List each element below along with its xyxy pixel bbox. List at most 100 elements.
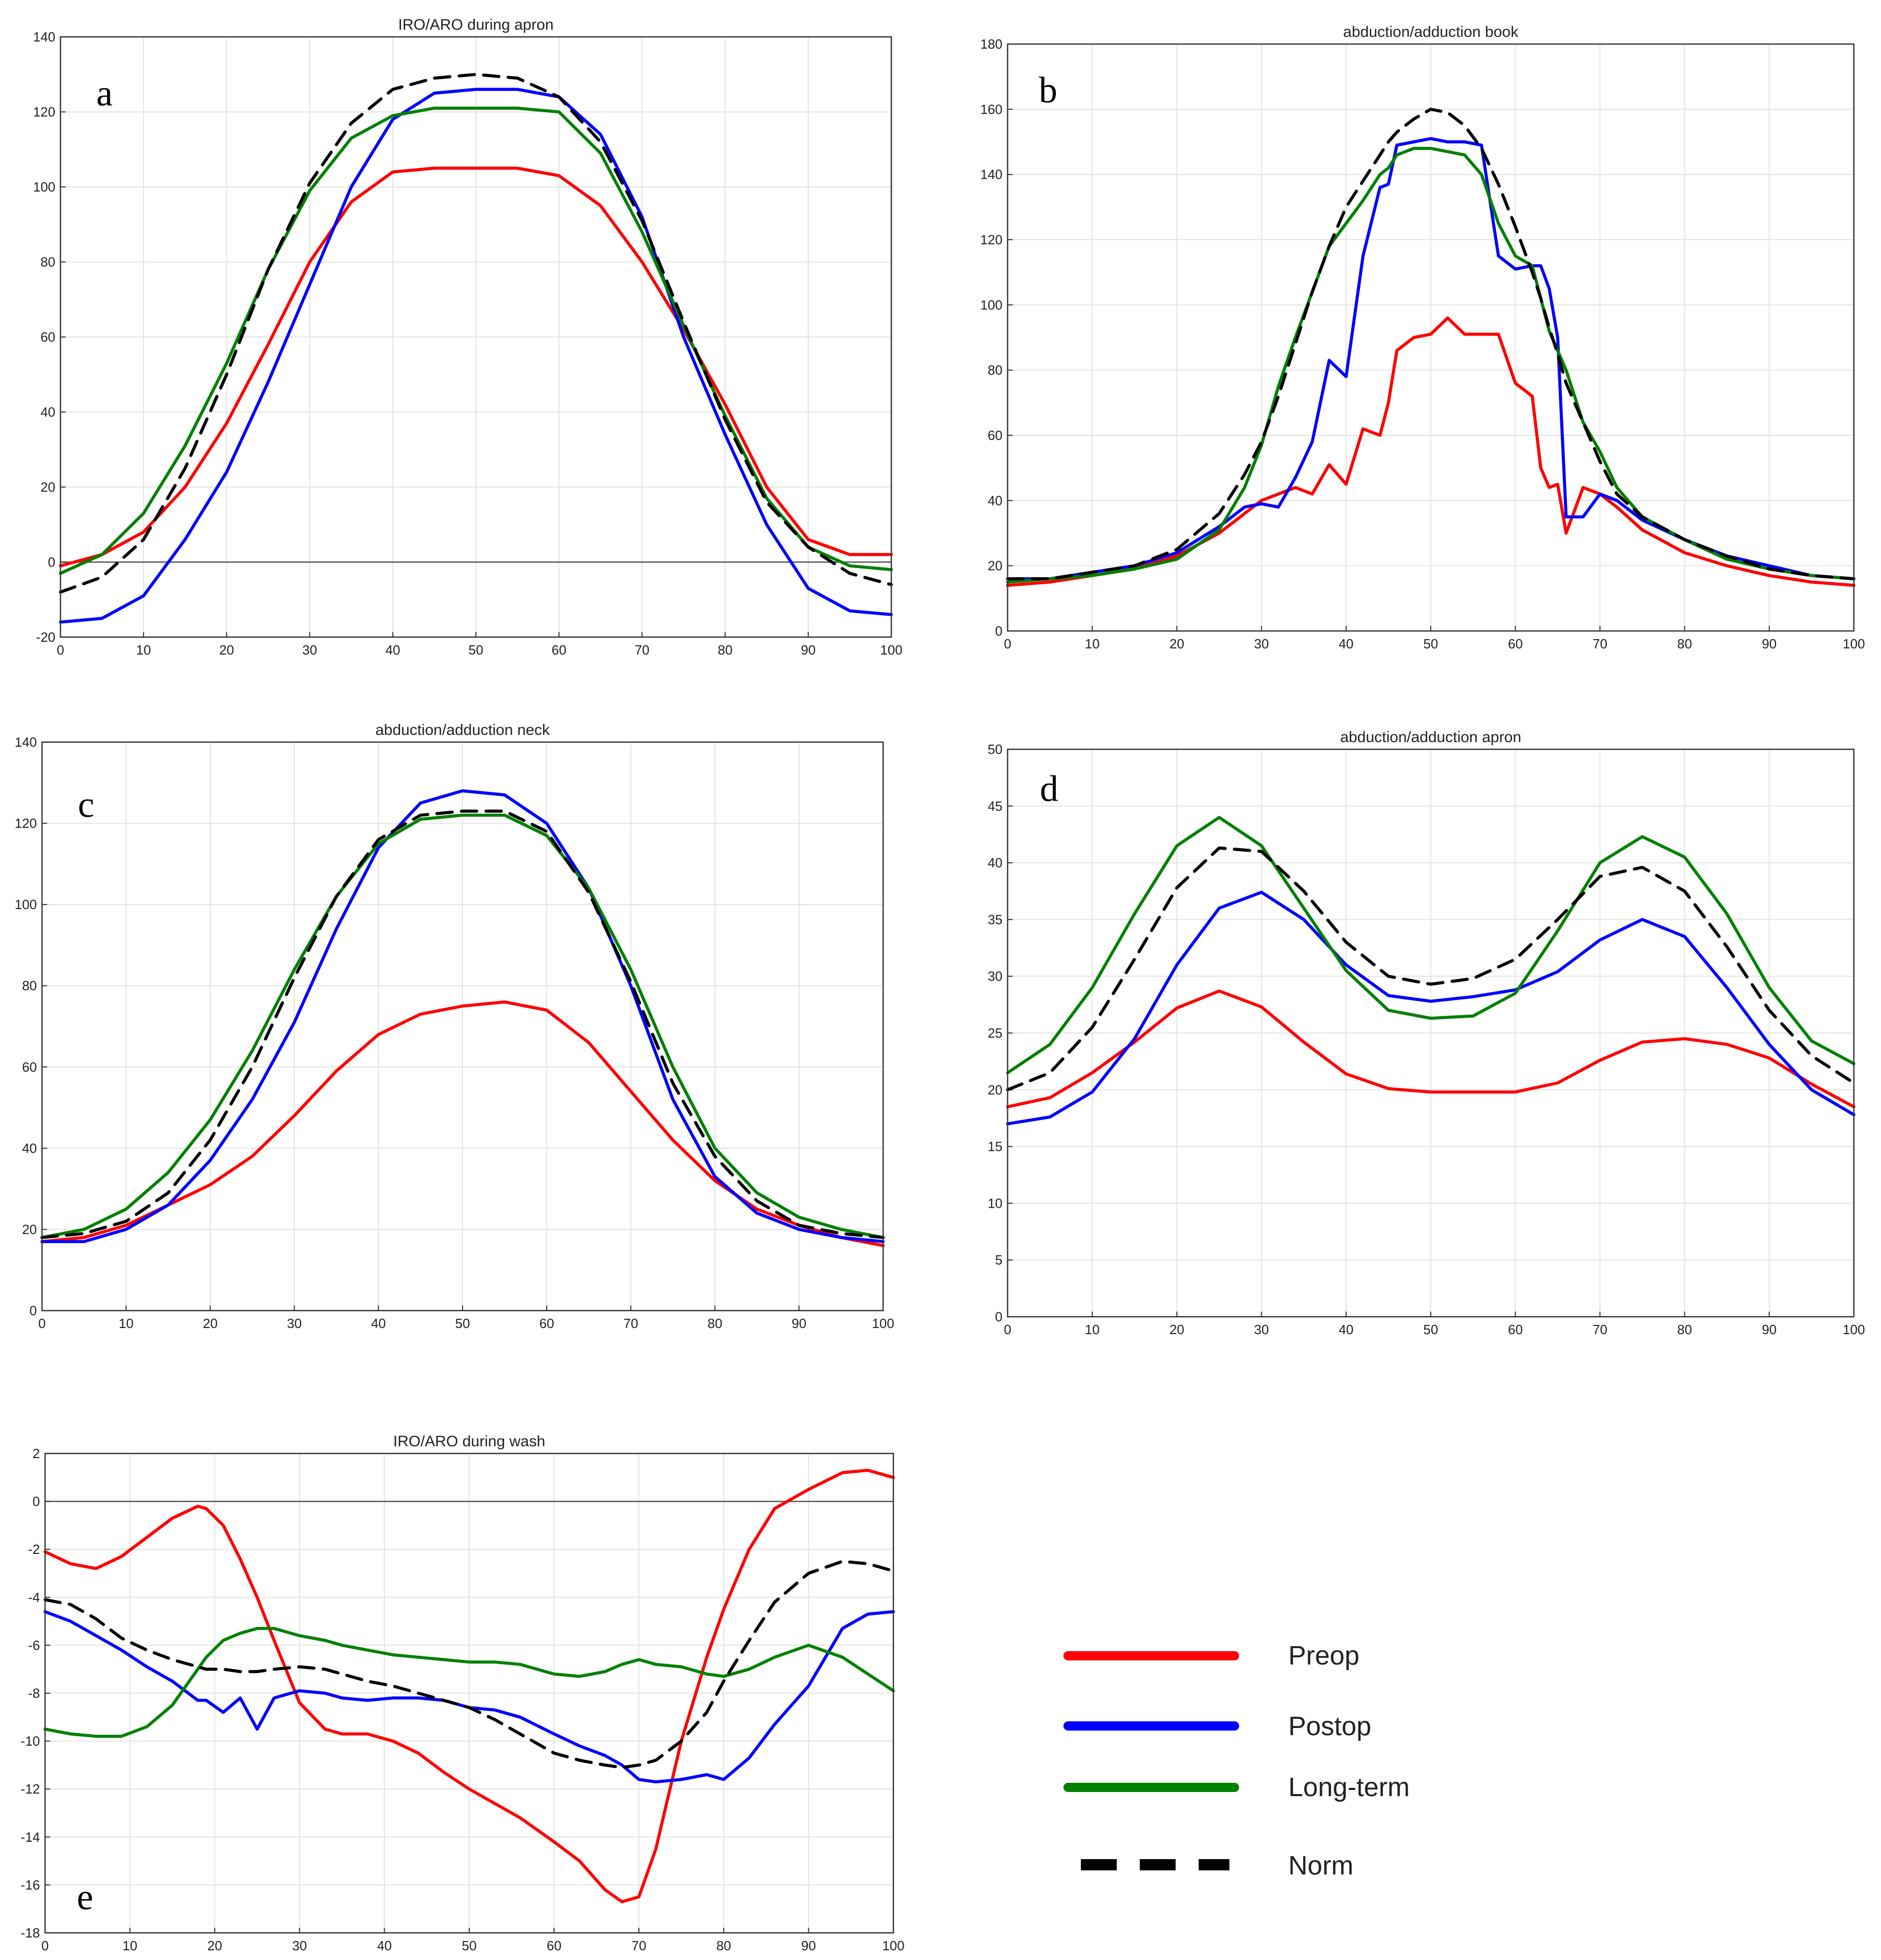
x-tick-label: 80 [718, 642, 733, 658]
plot-title: abduction/adduction apron [1340, 729, 1521, 746]
y-tick-label: 0 [995, 1309, 1002, 1324]
plot-title: abduction/adduction book [1343, 24, 1519, 40]
x-tick-label: 100 [882, 1938, 904, 1953]
y-tick-label: 120 [15, 816, 37, 831]
y-tick-label: -4 [28, 1590, 40, 1605]
series-line-postop [40, 789, 885, 1244]
x-tick-label: 90 [1762, 1322, 1776, 1337]
legend: Preop Postop Long-term Norm [1063, 1641, 1410, 1881]
axes-frame [1007, 748, 1855, 1318]
x-tick-label: 10 [1085, 636, 1100, 651]
y-tick-label: -16 [20, 1877, 40, 1892]
y-tick-label: -2 [28, 1542, 40, 1557]
x-tick-label: 80 [707, 1316, 722, 1331]
plot-title: IRO/ARO during apron [398, 16, 553, 33]
x-tick-label: 60 [1508, 1322, 1523, 1337]
y-tick-label: 120 [33, 104, 55, 120]
y-tick-label: 0 [30, 1303, 37, 1318]
x-tick-label: 50 [1424, 636, 1438, 651]
x-tick-label: 70 [623, 1316, 638, 1331]
x-tick-label: 70 [1593, 1322, 1607, 1337]
x-tick-label: 40 [385, 642, 400, 658]
x-tick-label: 10 [136, 642, 151, 658]
x-tick-label: 30 [302, 642, 317, 658]
x-tick-label: 20 [219, 642, 234, 658]
y-tick-label: 30 [988, 968, 1002, 984]
series-line-preop [1006, 989, 1855, 1108]
series-line-long-term [40, 813, 885, 1239]
series-line-postop [1006, 891, 1855, 1126]
y-tick-label: 20 [22, 1221, 37, 1237]
x-tick-label: 90 [801, 1938, 816, 1953]
series-line-preop [1006, 316, 1855, 587]
y-tick-label: 20 [988, 1082, 1002, 1098]
plot-title: abduction/adduction neck [375, 722, 550, 739]
x-tick-label: 40 [377, 1938, 392, 1953]
series-line-norm [40, 809, 885, 1239]
x-tick-label: 50 [455, 1316, 470, 1331]
y-tick-label: 15 [988, 1139, 1002, 1154]
series-line-long-term [44, 1627, 895, 1738]
x-tick-label: 0 [41, 1938, 49, 1953]
panel-b: 0 10 20 30 40 50 60 70 80 90 100 0 20 40 60 80 100 120 140… [980, 24, 1865, 651]
series-line-long-term [1006, 146, 1855, 584]
y-tick-label: 80 [40, 255, 55, 270]
x-tick-label: 60 [1508, 636, 1523, 651]
series-line-postop [59, 88, 893, 624]
x-tick-label: 0 [1004, 1322, 1011, 1337]
series-line-norm [1006, 108, 1855, 581]
x-tick-label: 70 [632, 1938, 646, 1953]
y-tick-label: 2 [33, 1446, 40, 1461]
y-tick-label: -14 [20, 1829, 40, 1845]
y-tick-label: 120 [980, 232, 1002, 247]
y-tick-label: -20 [36, 629, 55, 645]
x-tick-label: 30 [287, 1316, 302, 1331]
y-tick-label: -10 [20, 1734, 40, 1749]
panel-a: 0 10 20 30 40 50 60 70 80 90 100-20020406080100120… [33, 16, 903, 658]
y-tick-label: 160 [980, 101, 1002, 117]
x-tick-label: 30 [292, 1938, 307, 1953]
x-tick-label: 60 [547, 1938, 561, 1953]
x-tick-label: 20 [1169, 636, 1184, 651]
x-tick-label: 70 [635, 642, 650, 658]
x-tick-label: 90 [1762, 636, 1776, 651]
y-tick-label: 5 [995, 1252, 1002, 1268]
panel-letter: b [1039, 70, 1057, 111]
x-tick-label: 30 [1254, 636, 1269, 651]
x-tick-label: 30 [1254, 1322, 1269, 1337]
y-tick-label: 35 [988, 912, 1002, 927]
x-tick-label: 20 [1169, 1322, 1184, 1337]
x-tick-label: 70 [1593, 636, 1607, 651]
y-tick-label: 100 [33, 179, 55, 195]
series-line-preop [44, 1468, 895, 1904]
series-line-long-term [1006, 816, 1855, 1074]
x-tick-label: 50 [462, 1938, 477, 1953]
x-tick-label: 100 [1843, 1322, 1865, 1337]
axes-frame [59, 36, 892, 638]
y-tick-label: 80 [22, 978, 37, 994]
y-tick-label: 60 [988, 428, 1002, 443]
legend-label-long-term: Long-term [1288, 1773, 1410, 1802]
legend-label-norm: Norm [1288, 1851, 1353, 1881]
panel-c: 0 10 20 30 40 50 60 70 80 90 100 0 20 40 60 80 100 120 140… [15, 722, 894, 1331]
x-tick-label: 0 [57, 642, 64, 658]
series-line-norm [59, 73, 893, 594]
x-tick-label: 40 [371, 1316, 386, 1331]
y-tick-label: 40 [22, 1141, 37, 1156]
panel-letter: c [78, 784, 94, 825]
x-tick-label: 90 [801, 642, 816, 658]
axes-frame [1007, 43, 1855, 632]
legend-label-preop: Preop [1288, 1641, 1360, 1671]
y-tick-label: 40 [40, 405, 55, 420]
y-tick-label: 45 [988, 798, 1002, 814]
y-tick-label: -18 [20, 1925, 40, 1941]
series-line-preop [59, 166, 893, 567]
series-line-norm [1006, 846, 1855, 1091]
x-tick-label: 60 [539, 1316, 554, 1331]
x-tick-label: 50 [1424, 1322, 1438, 1337]
y-tick-label: 60 [22, 1059, 37, 1074]
plot-title: IRO/ARO during wash [393, 1433, 546, 1450]
y-tick-label: 40 [988, 855, 1002, 871]
x-tick-label: 20 [203, 1316, 218, 1331]
